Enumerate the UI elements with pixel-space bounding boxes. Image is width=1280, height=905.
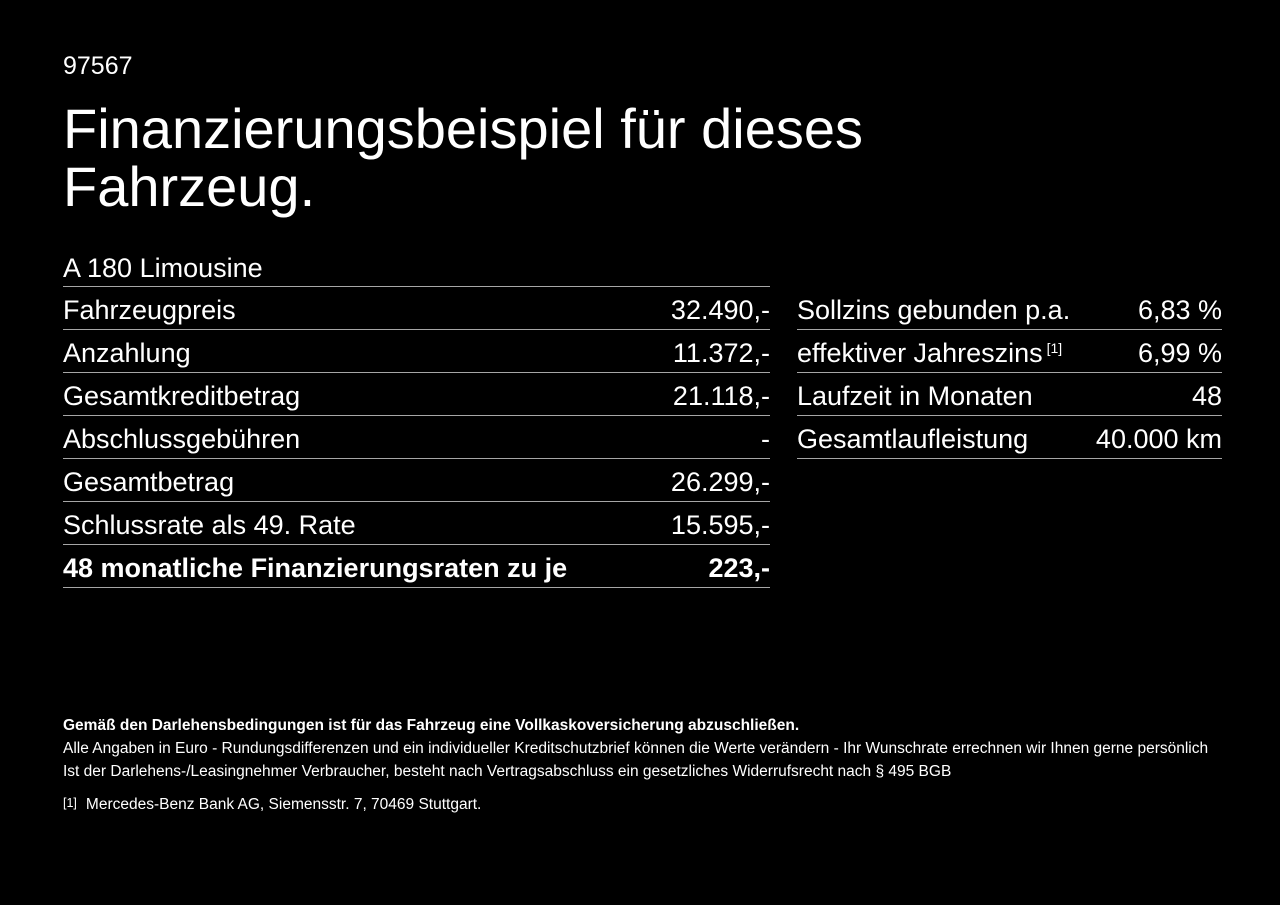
table-row-gesamtkreditbetrag: Gesamtkreditbetrag 21.118,- <box>63 373 770 416</box>
footer-notes: Gemäß den Darlehensbedingungen ist für d… <box>63 714 1222 816</box>
page-title: Finanzierungsbeispiel für dieses Fahrzeug… <box>63 100 1222 216</box>
model-name: A 180 Limousine <box>63 252 263 283</box>
table-row-gesamtlaufleistung: Gesamtlaufleistung 40.000 km <box>797 416 1222 459</box>
row-label: 48 monatliche Finanzierungsraten zu je <box>63 552 568 583</box>
insurance-note: Gemäß den Darlehensbedingungen ist für d… <box>63 717 800 734</box>
row-label: Sollzins gebunden p.a. <box>797 294 1071 325</box>
row-value: 40.000 km <box>1095 423 1222 454</box>
row-label: Gesamtbetrag <box>63 466 235 497</box>
financing-tables: A 180 Limousine Fahrzeugpreis 32.490,- A… <box>63 250 1222 588</box>
table-row-fahrzeugpreis: Fahrzeugpreis 32.490,- <box>63 287 770 330</box>
widerrufsrecht-note: Ist der Darlehens-/Leasingnehmer Verbrau… <box>63 763 952 780</box>
table-row-anzahlung: Anzahlung 11.372,- <box>63 330 770 373</box>
table-row-sollzins: Sollzins gebunden p.a. 6,83 % <box>797 287 1222 330</box>
row-value: 26.299,- <box>670 466 770 497</box>
table-row-monatsrate: 48 monatliche Finanzierungsraten zu je 2… <box>63 545 770 588</box>
row-value: 15.595,- <box>670 509 770 540</box>
footnote-reference: [1] <box>1046 339 1063 356</box>
table-row-effektiver-jahreszins: effektiver Jahreszins [1] 6,99 % <box>797 330 1222 373</box>
row-value: 6,83 % <box>1137 294 1222 325</box>
row-label: Laufzeit in Monaten <box>797 380 1033 411</box>
row-label: Schlussrate als 49. Rate <box>63 509 356 540</box>
financing-table-left: A 180 Limousine Fahrzeugpreis 32.490,- A… <box>63 250 770 588</box>
row-value: 32.490,- <box>670 294 770 325</box>
bank-footnote: [1] Mercedes-Benz Bank AG, Siemensstr. 7,… <box>63 792 1222 816</box>
euro-note: Alle Angaben in Euro - Rundungsdifferenz… <box>63 740 1209 757</box>
footnote-text: Mercedes-Benz Bank AG, Siemensstr. 7, 70… <box>85 796 482 813</box>
page-title-line-2: Fahrzeug. <box>63 155 316 218</box>
table-row-schlussrate: Schlussrate als 49. Rate 15.595,- <box>63 502 770 545</box>
row-value: - <box>761 423 770 454</box>
financing-table-right: Sollzins gebunden p.a. 6,83 % effektiver… <box>797 287 1222 459</box>
table-row-gesamtbetrag: Gesamtbetrag 26.299,- <box>63 459 770 502</box>
row-label: effektiver Jahreszins <box>797 337 1043 368</box>
row-value: 48 <box>1191 380 1222 411</box>
row-value: 11.372,- <box>672 337 770 368</box>
row-label: Gesamtlaufleistung <box>797 423 1029 454</box>
row-label: Fahrzeugpreis <box>63 294 236 325</box>
row-label: Gesamtkreditbetrag <box>63 380 301 411</box>
row-value: 223,- <box>708 552 770 583</box>
model-name-row: A 180 Limousine <box>63 250 770 287</box>
footnote-marker: [1] <box>63 796 77 810</box>
row-label: Anzahlung <box>63 337 191 368</box>
row-value: 6,99 % <box>1137 337 1222 368</box>
table-row-laufzeit: Laufzeit in Monaten 48 <box>797 373 1222 416</box>
table-row-abschlussgebuehren: Abschlussgebühren - <box>63 416 770 459</box>
page-title-line-1: Finanzierungsbeispiel für dieses <box>63 97 863 160</box>
row-label: Abschlussgebühren <box>63 423 301 454</box>
vehicle-id: 97567 <box>63 52 133 80</box>
row-value: 21.118,- <box>672 380 770 411</box>
